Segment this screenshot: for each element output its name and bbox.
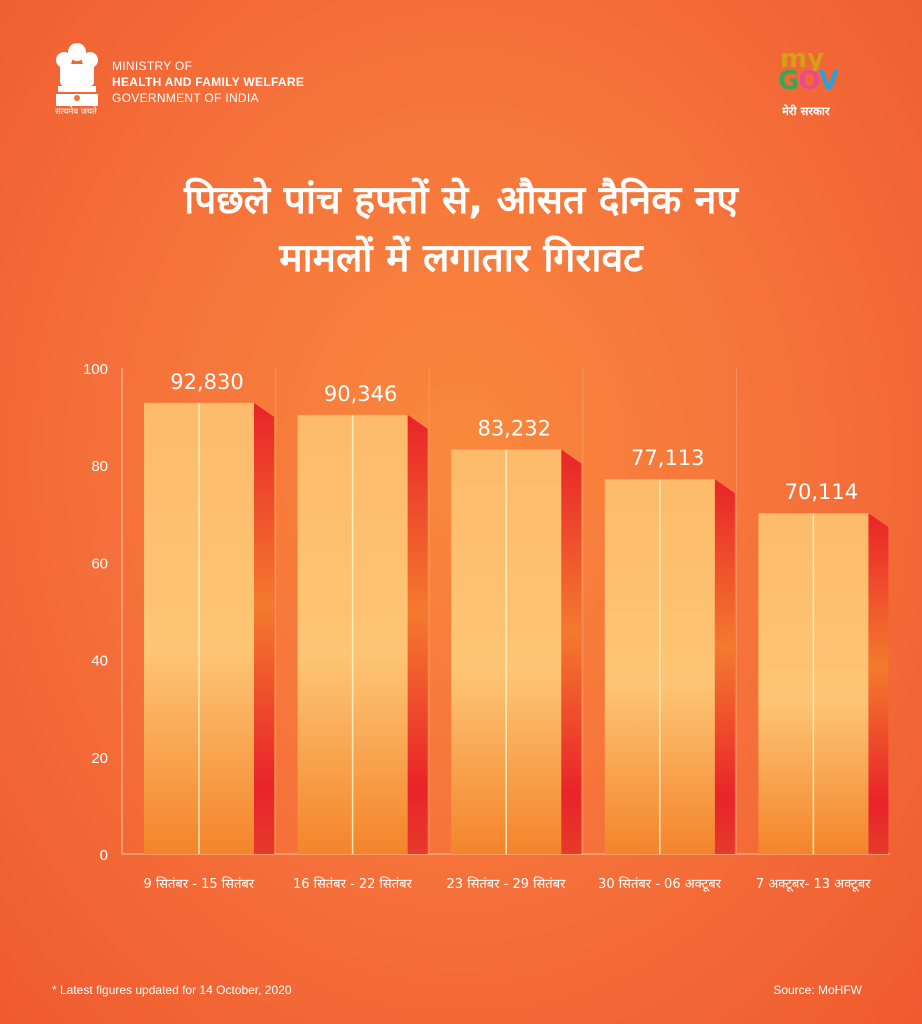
y-tick-label: 100 (83, 361, 108, 378)
page-title: पिछले पांच हफ्तों से, औसत दैनिक नए मामलो… (40, 172, 882, 288)
source-note: Source: MoHFW (773, 983, 862, 997)
mygov-gov-text: GOV (778, 68, 839, 94)
ministry-name: MINISTRY OF HEALTH AND FAMILY WELFARE GO… (112, 58, 304, 106)
title-line-1: पिछले पांच हफ्तों से, औसत दैनिक नए (184, 178, 738, 223)
x-tick-label: 30 सितंबर - 06 अक्टूबर (598, 876, 722, 892)
bar-side (714, 479, 735, 854)
mygov-gov-letter: G (778, 66, 799, 96)
footnote: * Latest figures updated for 14 October,… (52, 983, 292, 997)
bar-side (868, 513, 889, 854)
data-label: 83,232 (477, 416, 550, 440)
y-tick-label: 80 (91, 458, 108, 475)
ministry-line-3: GOVERNMENT OF INDIA (112, 91, 259, 105)
mygov-my-text: my (780, 44, 825, 74)
data-label: 77,113 (631, 446, 704, 470)
bar-chart: 0 20 40 60 80 100 92,830 9 सितंबर - 15 सितंबर 90… (83, 361, 890, 892)
x-tick-label: 7 अक्टूबर- 13 अक्टूबर (756, 877, 871, 892)
bar-side (561, 449, 582, 854)
emblem-motto: सत्यमेव जयते (55, 107, 97, 117)
data-label: 70,114 (785, 480, 858, 504)
y-tick-label: 20 (91, 750, 108, 767)
title-line-2: मामलों में लगातार गिरावट (279, 236, 643, 281)
x-tick-label: 9 सितंबर - 15 सितंबर (143, 876, 254, 892)
national-emblem-icon (56, 43, 98, 106)
header: सत्यमेव जयते MINISTRY OF HEALTH AND FAMI… (0, 0, 922, 140)
x-tick-label: 23 सितंबर - 29 सितंबर (447, 876, 567, 892)
mygov-gov-letter: O (798, 66, 819, 96)
data-label: 90,346 (324, 382, 397, 406)
x-tick-label: 16 सितंबर - 22 सितंबर (293, 876, 413, 892)
mygov-tagline: मेरी सरकार (782, 104, 830, 118)
ministry-line-1: MINISTRY OF (112, 59, 193, 73)
ministry-line-2: HEALTH AND FAMILY WELFARE (112, 75, 305, 89)
mygov-gov-letter: V (818, 66, 839, 96)
bar-side (254, 402, 274, 854)
y-tick-label: 60 (91, 555, 108, 572)
y-tick-label: 40 (91, 653, 108, 670)
mygov-logo: my GOV मेरी सरकार (778, 44, 868, 128)
y-tick-label: 0 (100, 847, 108, 864)
data-label: 92,830 (170, 370, 243, 394)
bar-side (407, 414, 428, 854)
